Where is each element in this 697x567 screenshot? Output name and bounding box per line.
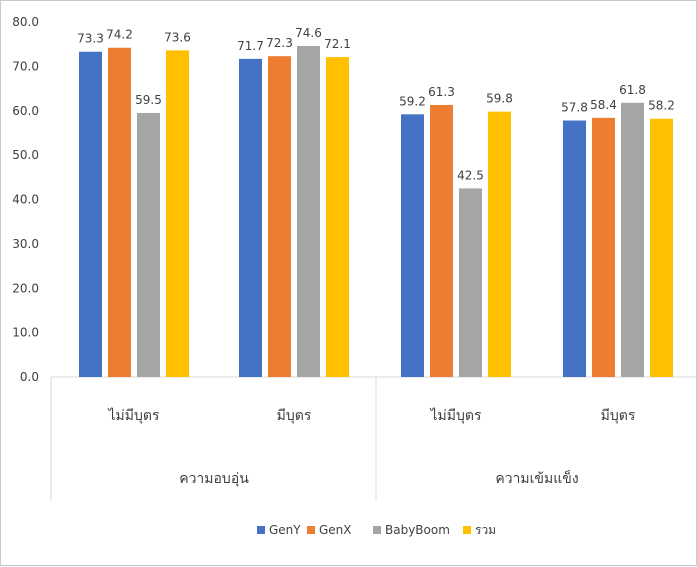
data-label: 61.3 <box>428 85 455 99</box>
data-label: 59.8 <box>486 92 513 106</box>
legend-label: GenY <box>269 523 301 537</box>
data-label: 61.8 <box>619 83 646 97</box>
legend: GenY GenX BabyBoom รวม <box>257 523 496 537</box>
data-label: 58.2 <box>648 99 675 113</box>
data-label: 73.3 <box>77 32 104 46</box>
y-tick-label: 20.0 <box>12 281 39 295</box>
y-tick-label: 0.0 <box>20 370 39 384</box>
bar-genx <box>268 56 291 377</box>
group-labels: ความอบอุ่น ความเข้มแข็ง <box>179 469 578 487</box>
bar-geny <box>401 114 424 378</box>
data-label: 72.3 <box>266 36 293 50</box>
bar-babyboom <box>621 102 644 377</box>
y-tick-label: 40.0 <box>12 193 39 207</box>
bar-geny <box>239 58 262 378</box>
data-label: 57.8 <box>561 101 588 115</box>
y-tick-label: 10.0 <box>12 326 39 340</box>
category-label: ไม่มีบุตร <box>108 407 160 424</box>
category-label: มีบุตร <box>277 408 312 424</box>
bar-geny <box>563 120 586 377</box>
category-labels: ไม่มีบุตร มีบุตร ไม่มีบุตร มีบุตร <box>108 407 636 424</box>
data-label: 42.5 <box>457 168 484 182</box>
legend-swatch <box>463 526 471 534</box>
bar-รวม <box>326 57 349 378</box>
data-label: 74.6 <box>295 26 322 40</box>
category-label: มีบุตร <box>601 408 636 424</box>
bar-genx <box>430 104 453 377</box>
y-tick-label: 60.0 <box>12 104 39 118</box>
bar-รวม <box>488 111 511 377</box>
category-label: ไม่มีบุตร <box>430 407 482 424</box>
y-axis-tick-labels: 0.0 10.0 20.0 30.0 40.0 50.0 60.0 70.0 80.0 <box>12 15 39 384</box>
y-tick-label: 70.0 <box>12 59 39 73</box>
bars <box>79 45 673 378</box>
data-label: 74.2 <box>106 28 133 42</box>
bar-babyboom <box>297 45 320 378</box>
group-label: ความเข้มแข็ง <box>495 469 578 487</box>
y-tick-label: 50.0 <box>12 148 39 162</box>
y-tick-label: 80.0 <box>12 15 39 29</box>
legend-swatch <box>257 526 265 534</box>
legend-swatch <box>373 526 381 534</box>
data-label: 73.6 <box>164 30 191 44</box>
legend-label: รวม <box>475 523 496 537</box>
bar-รวม <box>650 118 673 378</box>
legend-swatch <box>307 526 315 534</box>
bar-genx <box>592 117 615 377</box>
bar-babyboom <box>459 188 482 377</box>
data-label: 72.1 <box>324 37 351 51</box>
axis-lines <box>50 376 697 501</box>
y-tick-label: 30.0 <box>12 237 39 251</box>
data-label: 59.2 <box>399 94 426 108</box>
legend-label: BabyBoom <box>385 523 450 537</box>
group-label: ความอบอุ่น <box>179 471 249 487</box>
legend-label: GenX <box>319 523 352 537</box>
data-label: 59.5 <box>135 93 162 107</box>
data-label: 58.4 <box>590 98 617 112</box>
bar-babyboom <box>137 112 160 377</box>
data-labels: 73.3 71.7 59.2 57.8 74.2 72.3 61.3 58.4 59.5 74.6… <box>77 26 675 182</box>
data-label: 71.7 <box>237 39 264 53</box>
bar-รวม <box>166 50 189 378</box>
bar-geny <box>79 51 102 377</box>
bar-genx <box>108 47 131 378</box>
